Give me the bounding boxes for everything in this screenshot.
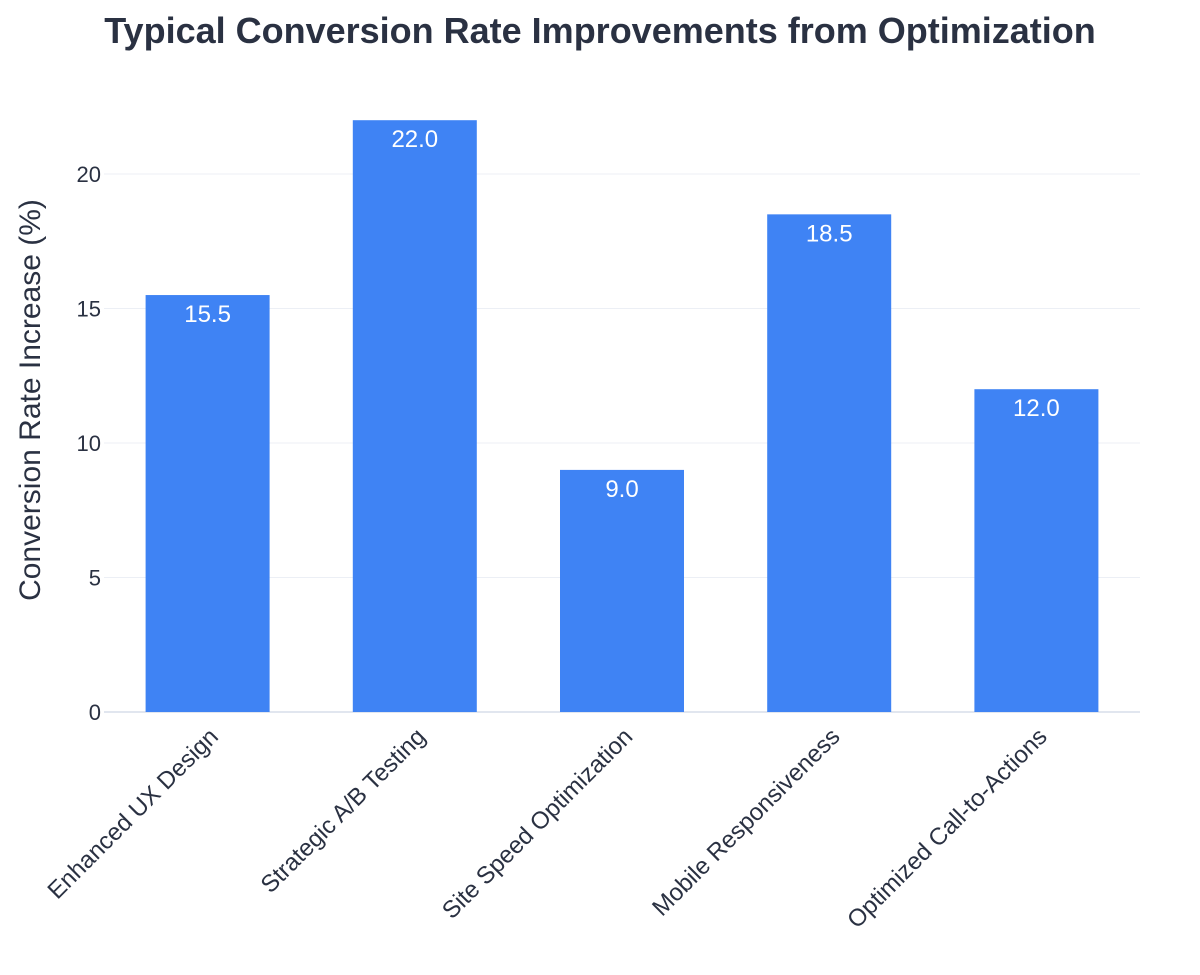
bar [560, 469, 684, 712]
bar-value-label: 22.0 [391, 126, 438, 153]
chart-title: Typical Conversion Rate Improvements fro… [104, 10, 1096, 51]
bar-value-label: 15.5 [184, 301, 231, 328]
bar [145, 295, 270, 712]
y-tick-label: 20 [77, 162, 101, 187]
bar [352, 120, 477, 712]
x-tick-label: Optimized Call-to-Actions [842, 723, 1053, 934]
x-tick-label: Mobile Responsiveness [647, 723, 845, 921]
bars [145, 120, 1099, 712]
bar-value-label: 12.0 [1013, 395, 1060, 422]
bar-value-label: 9.0 [605, 476, 638, 503]
y-axis-title: Conversion Rate Increase (%) [14, 199, 47, 601]
y-tick-label: 5 [89, 566, 101, 591]
y-tick-label: 0 [89, 700, 101, 725]
x-tick-label: Site Speed Optimization [437, 723, 638, 924]
y-tick-label: 10 [77, 431, 101, 456]
bar-value-labels: 15.5 22.0 9.0 18.5 12.0 [184, 126, 1060, 503]
x-tick-label: Enhanced UX Design [42, 723, 223, 904]
x-tick-label: Strategic A/B Testing [256, 723, 431, 898]
x-axis-ticks: Enhanced UX Design Strategic A/B Testing S… [42, 723, 1052, 934]
bar [974, 389, 1099, 712]
bar [767, 214, 892, 712]
y-tick-label: 15 [77, 297, 101, 322]
bar-value-label: 18.5 [806, 220, 853, 247]
y-axis-ticks: 0 5 10 15 20 [77, 162, 101, 725]
